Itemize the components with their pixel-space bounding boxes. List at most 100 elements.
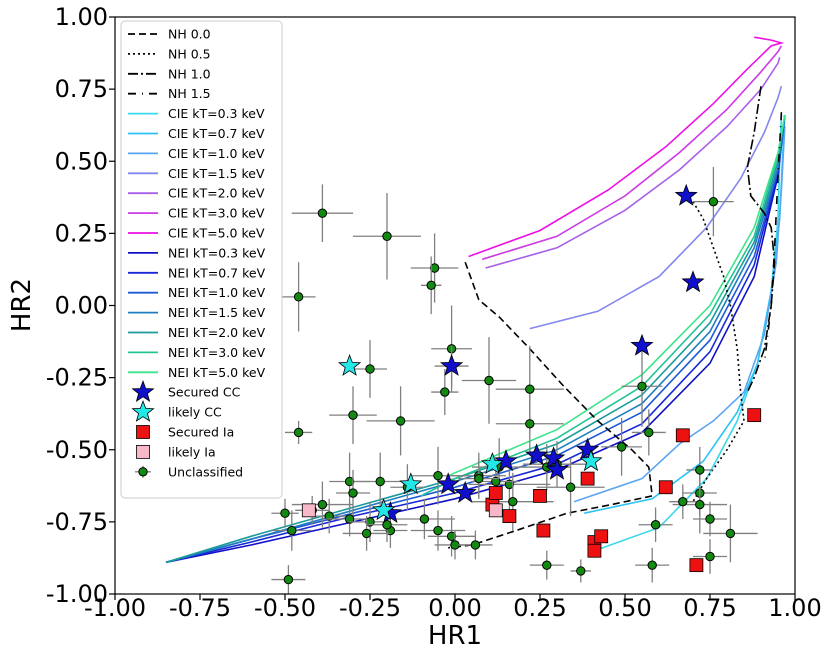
class1-point-3 [480, 452, 505, 475]
unclassified-point-53 [638, 507, 673, 543]
x-tick-label-1: -0.75 [169, 594, 231, 622]
legend-entry-5: CIE kT=0.7 keV [128, 126, 265, 141]
legend-label: CIE kT=3.0 keV [168, 206, 265, 221]
y-tick-label-4: 0.00 [55, 292, 108, 320]
unclassified-point-33 [458, 530, 493, 560]
legend-label: Secured Ia [168, 425, 234, 440]
unclassified-point-59 [458, 458, 500, 499]
unclassified-marker [678, 496, 688, 507]
unclassified-point-17 [329, 452, 370, 511]
unclassified-marker [293, 427, 304, 438]
legend-entry-21: likely Ia [136, 444, 216, 459]
unclassified-marker [324, 511, 334, 521]
unclassified-marker [419, 514, 430, 524]
x-tick-label-2: -0.50 [254, 594, 316, 622]
class0-point-1 [681, 270, 705, 293]
data-point-layer [271, 167, 762, 594]
unclassified-marker [616, 442, 627, 452]
legend-label: likely Ia [168, 444, 216, 459]
unclassified-marker [433, 471, 443, 481]
legend-swatch [131, 399, 155, 422]
legend-swatch [131, 380, 155, 403]
unclassified-point-31 [427, 516, 476, 557]
legend-entry-2: NH 1.0 [128, 66, 211, 81]
legend-label: NEI kT=5.0 keV [168, 365, 266, 380]
unclassified-marker [470, 540, 481, 550]
model-track-8 [165, 115, 786, 564]
unclassified-marker [650, 520, 661, 530]
class0-point-4 [494, 449, 518, 472]
legend-swatch [138, 467, 148, 477]
unclassified-point-0 [291, 184, 353, 243]
class0-point-9 [453, 480, 477, 503]
unclassified-point-46 [693, 167, 734, 237]
y-tick-label-3: -0.25 [46, 364, 108, 392]
unclassified-marker [644, 427, 654, 438]
legend-label: CIE kT=1.0 keV [168, 146, 265, 161]
nh-line-2 [746, 86, 776, 393]
class0-point-5 [524, 443, 549, 466]
class2-point-9 [587, 543, 602, 558]
unclassified-point-54 [635, 547, 670, 583]
unclassified-marker [695, 499, 705, 510]
unclassified-marker [525, 384, 535, 394]
class0-point-7 [545, 457, 569, 480]
legend-label: NEI kT=0.7 keV [168, 265, 266, 280]
unclassified-point-10 [329, 386, 377, 444]
unclassified-marker [317, 499, 328, 510]
unclassified-marker [348, 410, 358, 420]
unclassified-point-44 [621, 345, 663, 427]
unclassified-point-7 [431, 368, 459, 416]
unclassified-point-45 [631, 409, 666, 456]
legend-entry-12: NEI kT=0.7 keV [128, 265, 266, 280]
legend-label: NH 0.5 [168, 46, 211, 61]
class0-point-8 [576, 437, 600, 460]
model-track-11 [165, 114, 786, 564]
legend-entry-19: likely CC [131, 399, 222, 422]
legend-label: NEI kT=1.0 keV [168, 285, 266, 300]
unclassified-point-2 [281, 262, 316, 332]
class2-point-12 [689, 558, 704, 573]
unclassified-point-8 [353, 340, 387, 398]
unclassified-marker [293, 292, 304, 302]
legend-entry-15: NEI kT=2.0 keV [128, 325, 266, 340]
class0-point-3 [439, 353, 464, 376]
class2-point-6 [502, 509, 517, 524]
unclassified-marker [542, 560, 552, 570]
legend-entry-1: NH 0.5 [128, 46, 211, 61]
unclassified-marker [725, 528, 736, 539]
class1-point-2 [372, 498, 396, 521]
model-track-7 [165, 115, 786, 564]
class3-point-1 [488, 503, 503, 518]
class1-point-4 [579, 449, 603, 472]
unclassified-point-52 [686, 446, 714, 494]
unclassified-marker [440, 387, 450, 397]
unclassified-marker [344, 514, 355, 524]
legend-entry-16: NEI kT=3.0 keV [128, 345, 266, 360]
unclassified-point-25 [325, 501, 374, 537]
legend-label: CIE kT=5.0 keV [168, 226, 265, 241]
legend-entry-7: CIE kT=1.5 keV [128, 166, 265, 181]
model-track-5 [481, 45, 783, 261]
class3-point-0 [301, 503, 316, 518]
unclassified-marker [283, 574, 294, 585]
chart-legend: NH 0.0 NH 0.5 NH 1.0 NH 1.5 CIE kT=0.3 keV CI… [120, 20, 283, 499]
legend-label: likely CC [168, 405, 222, 420]
legend-box [120, 20, 283, 499]
unclassified-point-3 [410, 233, 459, 303]
class2-point-0 [747, 408, 762, 423]
unclassified-point-50 [669, 484, 697, 519]
legend-entry-11: NEI kT=0.3 keV [128, 245, 266, 260]
legend-label: CIE kT=0.7 keV [168, 126, 265, 141]
x-tick-label-6: 0.50 [598, 594, 651, 622]
model-track-13 [447, 114, 786, 477]
legend-entry-17: NEI kT=5.0 keV [128, 365, 266, 380]
unclassified-marker [317, 208, 328, 218]
y-tick-label-5: 0.25 [55, 219, 108, 247]
unclassified-point-57 [529, 550, 564, 580]
x-tick-label-8: 1.00 [768, 594, 821, 622]
unclassified-marker [705, 514, 715, 524]
unclassified-marker [565, 482, 576, 492]
unclassified-marker [382, 231, 392, 241]
class1-point-0 [337, 353, 362, 376]
